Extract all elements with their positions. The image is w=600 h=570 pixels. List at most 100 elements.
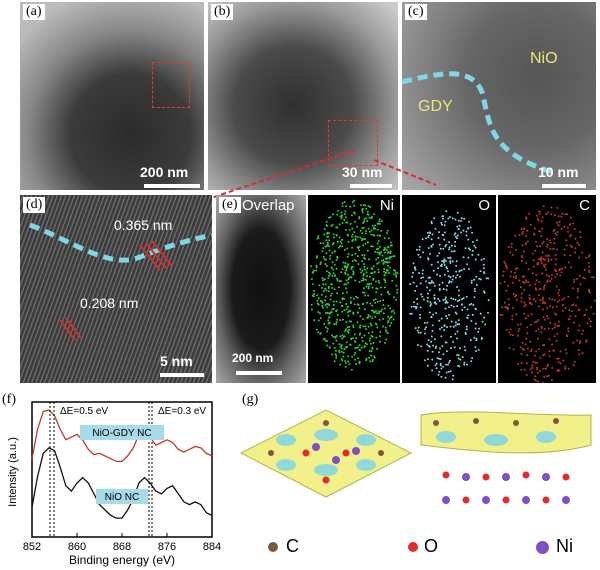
- eds-dot: [441, 345, 444, 348]
- eds-map-ni: Ni: [308, 195, 400, 383]
- eds-dot: [379, 335, 381, 338]
- eds-dot: [341, 334, 344, 337]
- eds-dot: [475, 350, 477, 353]
- eds-dot: [544, 263, 547, 266]
- eds-dot: [447, 256, 450, 259]
- eds-dot: [560, 271, 563, 274]
- eds-dot: [445, 315, 448, 317]
- eds-dot: [433, 297, 436, 300]
- panel-label-f: (f): [2, 392, 16, 407]
- eds-dot: [378, 220, 381, 223]
- eds-dot: [341, 297, 344, 300]
- eds-dot: [433, 294, 436, 297]
- eds-dot: [443, 264, 446, 266]
- eds-dot: [375, 291, 378, 294]
- eds-dot: [368, 356, 371, 359]
- eds-dot: [448, 359, 451, 362]
- eds-dot: [452, 305, 455, 308]
- eds-dot: [467, 247, 470, 250]
- legend-label: C: [286, 536, 299, 556]
- eds-dot: [361, 232, 364, 235]
- eds-dot: [515, 294, 518, 297]
- eds-dot: [375, 287, 378, 290]
- eds-dot: [324, 312, 327, 314]
- eds-dot: [370, 354, 373, 357]
- eds-dot: [579, 283, 582, 286]
- eds-dot: [315, 264, 318, 267]
- eds-dot: [367, 325, 370, 328]
- eds-dot: [543, 318, 546, 321]
- eds-dot: [540, 262, 543, 265]
- eds-dot: [346, 291, 348, 294]
- eds-dot: [551, 298, 554, 301]
- eds-dot: [366, 210, 369, 213]
- eds-dot: [354, 333, 356, 336]
- eds-dot: [529, 301, 532, 304]
- eds-dot: [343, 265, 346, 267]
- eds-dot: [570, 216, 572, 219]
- eds-dot: [576, 287, 579, 290]
- eds-dot: [468, 303, 471, 306]
- eds-dot: [481, 320, 484, 323]
- eds-dot: [515, 298, 518, 301]
- eds-dot: [367, 287, 370, 290]
- eds-dot: [456, 354, 459, 357]
- eds-dot: [329, 298, 332, 301]
- eds-dot: [428, 281, 431, 284]
- eds-dot: [438, 370, 441, 373]
- eds-dot: [454, 245, 457, 248]
- eds-dot: [362, 277, 365, 280]
- eds-dot: [378, 318, 381, 321]
- eds-dot: [561, 212, 564, 215]
- eds-dot: [377, 261, 380, 264]
- eds-dot: [387, 304, 390, 307]
- eds-dot: [589, 320, 592, 323]
- eds-dot: [439, 362, 442, 365]
- eds-dot: [550, 277, 553, 280]
- eds-dot: [424, 359, 426, 362]
- eds-dot: [367, 332, 370, 334]
- eds-dot: [367, 294, 370, 297]
- eds-dot: [444, 376, 447, 379]
- eds-dot: [509, 328, 512, 331]
- eds-dot: [443, 273, 446, 276]
- eds-dot: [422, 276, 425, 279]
- eds-dot: [569, 254, 572, 257]
- eds-dot: [587, 261, 590, 264]
- eds-dot: [341, 245, 344, 248]
- eds-dot: [554, 323, 557, 325]
- eds-dot: [345, 321, 348, 324]
- eds-dot: [451, 244, 453, 247]
- eds-dot: [553, 335, 556, 338]
- eds-dot: [414, 289, 417, 292]
- eds-dot: [413, 266, 416, 269]
- eds-dot: [384, 307, 386, 310]
- eds-dot: [465, 234, 468, 237]
- x-tick-label: 884: [203, 541, 221, 553]
- eds-dot: [450, 250, 453, 253]
- eds-dot: [365, 271, 368, 274]
- eds-dot: [533, 298, 535, 301]
- eds-dot: [416, 248, 418, 251]
- eds-dot: [512, 281, 514, 284]
- eds-dot: [354, 351, 357, 354]
- eds-dot: [536, 217, 539, 220]
- eds-dot: [464, 331, 467, 334]
- eds-dot: [385, 329, 387, 332]
- eds-dot: [346, 247, 349, 250]
- eds-dot: [319, 242, 322, 245]
- eds-dot: [439, 347, 441, 350]
- eds-dot: [336, 313, 339, 316]
- eds-dot: [316, 237, 319, 240]
- eds-dot: [411, 275, 414, 278]
- eds-dot: [358, 216, 361, 218]
- eds-dot: [367, 205, 370, 208]
- eds-dot: [317, 319, 320, 322]
- eds-dot: [396, 288, 399, 291]
- eds-dot: [458, 299, 461, 302]
- eds-dot: [571, 310, 573, 313]
- eds-dot: [443, 329, 446, 332]
- eds-dot: [363, 263, 365, 265]
- eds-dot: [319, 263, 322, 265]
- eds-dot: [332, 233, 335, 236]
